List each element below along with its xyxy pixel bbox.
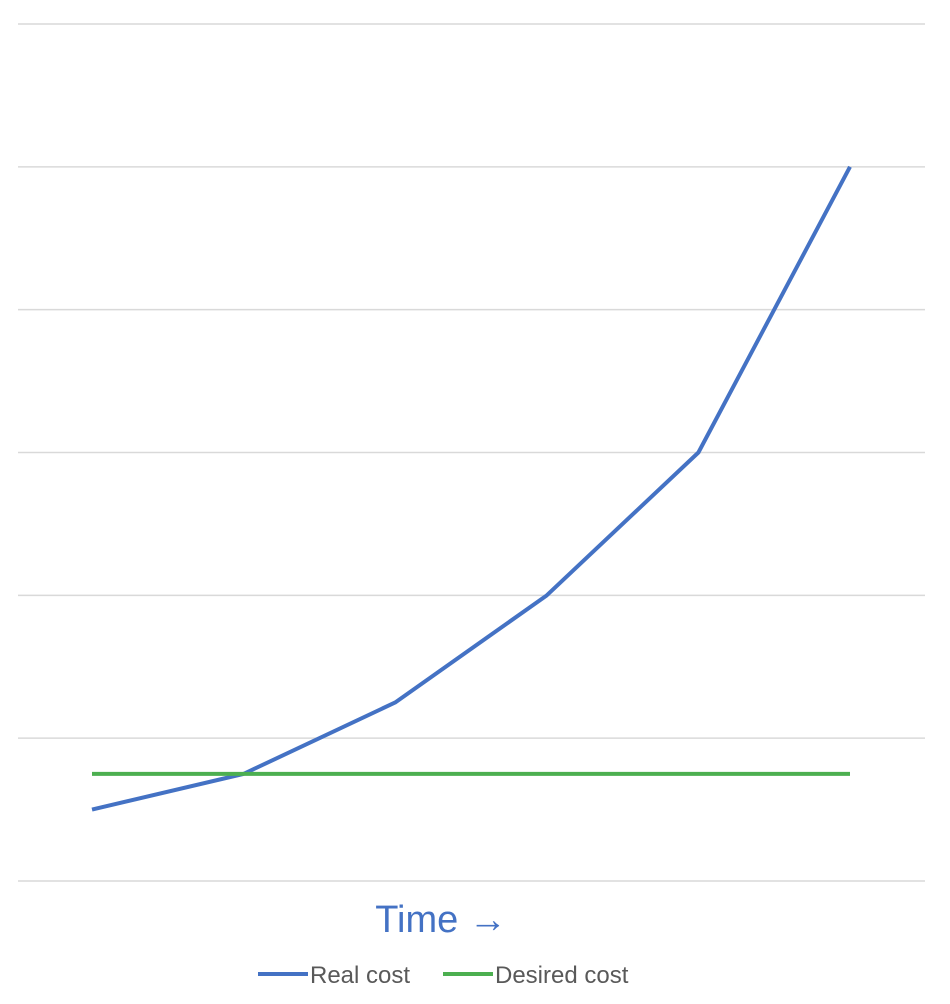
legend: Real cost Desired cost bbox=[258, 962, 629, 989]
legend-label: Real cost bbox=[310, 962, 410, 989]
x-axis-label: Time → bbox=[375, 899, 507, 941]
series-lines bbox=[91, 165, 852, 812]
gridlines bbox=[18, 23, 925, 882]
legend-label: Desired cost bbox=[495, 962, 629, 989]
series-line-real-cost bbox=[91, 165, 852, 812]
